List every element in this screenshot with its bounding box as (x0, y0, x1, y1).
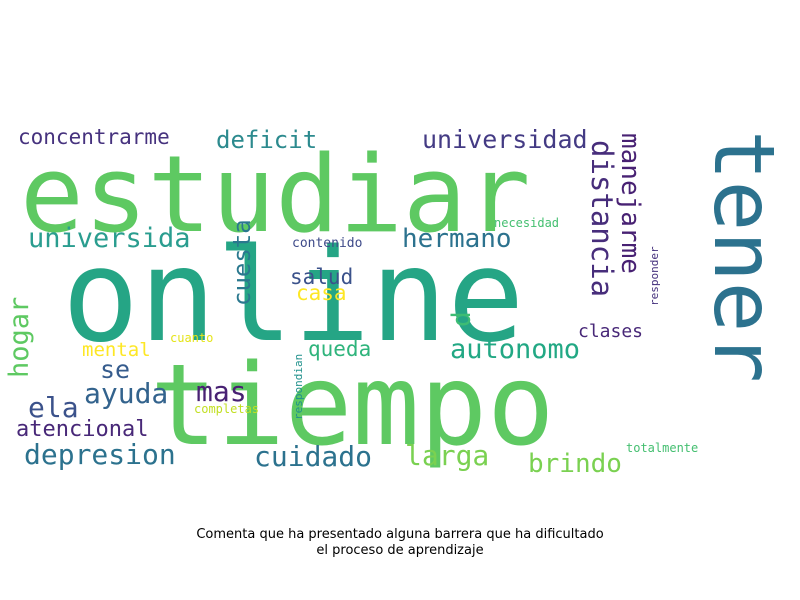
chart-title-line-1: Comenta que ha presentado alguna barrera… (196, 527, 604, 542)
word-autonomo: autonomo (450, 334, 580, 365)
word-deficit: deficit (216, 126, 317, 154)
chart-caption: Comenta que ha presentado alguna barrera… (0, 527, 800, 559)
word-manejarme: manejarme (615, 133, 645, 274)
word-brindo: brindo (528, 449, 622, 479)
word-salud: salud (290, 265, 353, 289)
word-larga: larga (405, 439, 489, 472)
word-online: online (62, 222, 524, 371)
word-universida: universida (28, 223, 191, 254)
word-d: d (447, 311, 477, 327)
word-respondian: respondian (292, 354, 305, 420)
word-cuanto: cuanto (170, 331, 213, 345)
word-mental: mental (82, 339, 151, 361)
word-ayuda: ayuda (84, 377, 168, 410)
word-se: se (100, 355, 130, 384)
word-necesidad: necesidad (494, 216, 559, 230)
word-tiempo: tiempo (150, 341, 555, 471)
word-concentrarme: concentrarme (18, 125, 170, 149)
word-atencional: atencional (16, 417, 148, 442)
word-contenido: contenido (292, 236, 362, 251)
word-hermano: hermano (402, 224, 512, 254)
chart-title-line-2: el proceso de aprendizaje (316, 543, 484, 558)
word-clases: clases (578, 321, 643, 342)
word-ela: ela (28, 391, 79, 424)
word-tener: tener (695, 130, 793, 383)
word-casa: casa (296, 281, 347, 305)
word-hogar: hogar (4, 297, 35, 378)
word-totalmente: totalmente (626, 441, 698, 455)
word-responder: responder (648, 246, 661, 306)
word-mas: mas (196, 375, 247, 408)
word-cuesta: cuesta (228, 219, 256, 306)
word-cuidado: cuidado (254, 440, 372, 473)
word-distancia: distancia (585, 140, 619, 297)
word-universidad: universidad (422, 125, 588, 154)
word-estudiar: estudiar (20, 133, 531, 256)
word-depresion: depresion (24, 438, 176, 471)
word-queda: queda (308, 337, 371, 361)
word-completas: completas (194, 402, 259, 416)
